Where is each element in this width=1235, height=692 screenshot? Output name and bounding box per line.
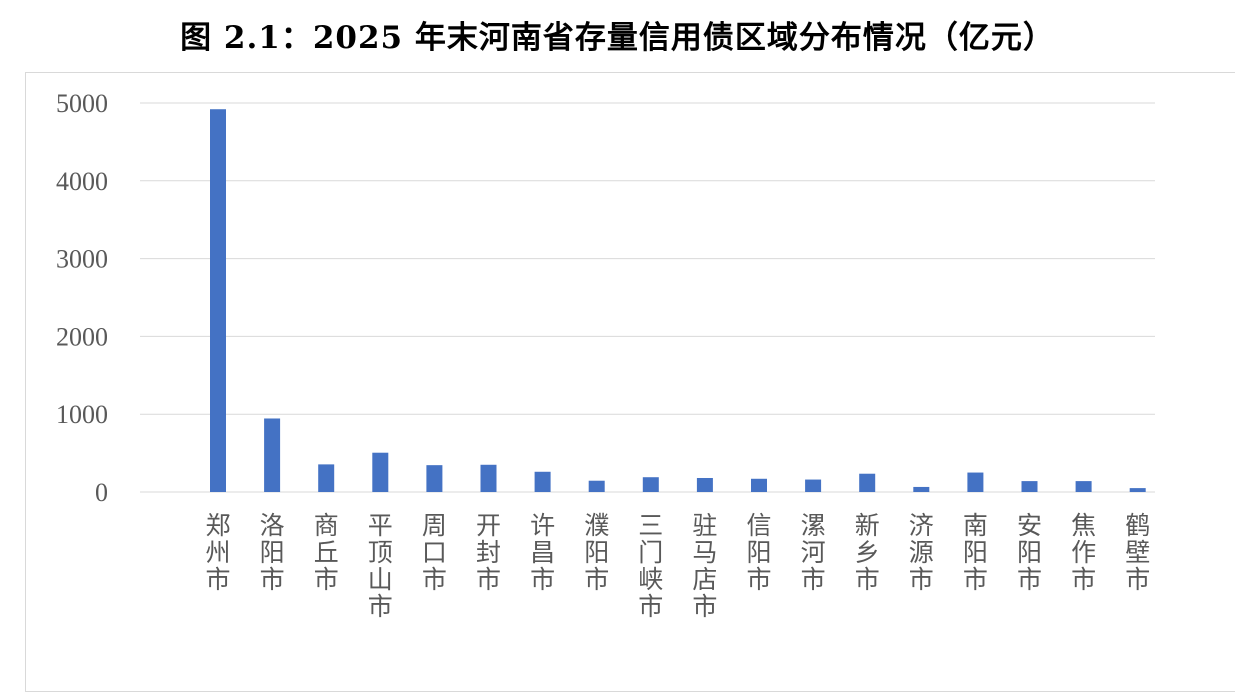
x-category-label: 信阳市	[746, 511, 771, 594]
bar-17	[1075, 481, 1092, 492]
y-tick-label: 4000	[56, 167, 108, 196]
bar-18	[1129, 488, 1146, 492]
bar-13	[859, 473, 876, 492]
x-category-label: 郑州市	[205, 511, 230, 594]
x-category-label: 许昌市	[530, 511, 555, 594]
x-category-label: 商丘市	[314, 511, 339, 594]
x-category-label: 漯河市	[801, 511, 826, 594]
x-category-label: 开封市	[476, 511, 501, 594]
bar-7	[534, 471, 551, 492]
bar-11	[751, 478, 767, 492]
y-tick-label: 5000	[56, 89, 108, 118]
bar-chart: 0 1000 2000 3000 4000 5000 郑州市 洛阳市 商丘市 平顶山市 周口市 开封市…	[56, 89, 1155, 621]
y-tick-label: 0	[95, 478, 108, 507]
x-category-label: 濮阳市	[584, 511, 609, 594]
x-category-label: 平顶山市	[368, 511, 393, 621]
y-tick-label: 1000	[56, 400, 108, 429]
bar-10	[696, 477, 713, 492]
bar-9	[642, 477, 659, 492]
bar-15	[967, 472, 984, 492]
chart-title: 图 2.1：2025 年末河南省存量信用债区域分布情况（亿元）	[180, 20, 1055, 56]
x-category-label: 新乡市	[855, 511, 880, 594]
bar-8	[588, 480, 605, 492]
x-category-label: 南阳市	[963, 511, 988, 594]
x-category-label: 济源市	[909, 511, 934, 594]
bar-12	[805, 479, 822, 492]
x-category-label: 周口市	[422, 511, 447, 594]
bar-3	[318, 464, 335, 492]
bar-2	[264, 418, 281, 492]
bar-1	[210, 109, 226, 492]
x-category-label: 鹤壁市	[1125, 511, 1150, 594]
y-tick-label: 3000	[56, 245, 108, 274]
x-category-label: 三门峡市	[638, 511, 663, 621]
bar-16	[1021, 481, 1038, 492]
bar-4	[372, 452, 389, 492]
x-category-label: 焦作市	[1071, 511, 1096, 594]
y-tick-label: 2000	[56, 322, 108, 351]
bar-5	[426, 465, 443, 492]
x-category-label: 洛阳市	[260, 511, 285, 594]
x-category-label: 安阳市	[1017, 511, 1042, 594]
bar-14	[913, 486, 930, 492]
x-category-label: 驻马店市	[692, 511, 717, 621]
bar-6	[480, 464, 497, 492]
